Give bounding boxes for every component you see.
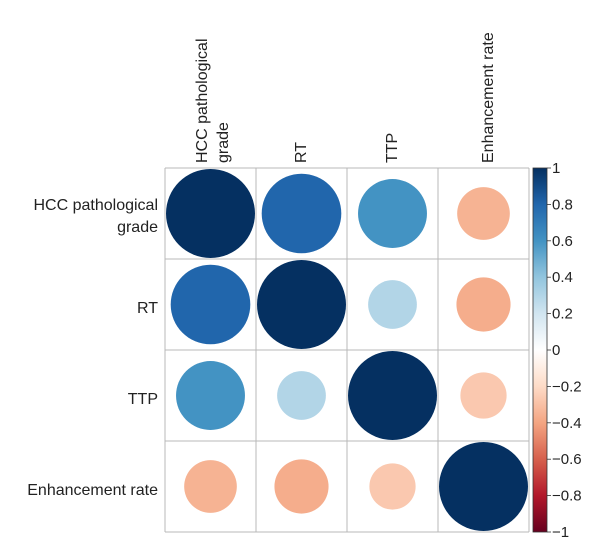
column-label-hcc-line2: grade bbox=[215, 122, 232, 163]
correlation-grid bbox=[164, 167, 530, 533]
colorbar-tick-label: 0.6 bbox=[552, 233, 573, 250]
row-label-enhancement-rate: Enhancement rate bbox=[27, 482, 158, 499]
colorbar-tick-label: −0.8 bbox=[552, 488, 582, 505]
colorbar-tick-label: 0.2 bbox=[552, 306, 573, 323]
correlation-circle-r2-c3 bbox=[460, 372, 507, 419]
row-label-hcc-line1: HCC pathological bbox=[33, 197, 158, 214]
correlation-circles bbox=[166, 169, 528, 531]
column-label-rt: RT bbox=[293, 142, 310, 163]
column-label-ttp: TTP bbox=[384, 133, 401, 163]
correlation-circle-r0-c0 bbox=[166, 169, 255, 258]
colorbar-tick-label: 1 bbox=[552, 160, 560, 177]
colorbar-tick-label: −0.2 bbox=[552, 378, 582, 395]
colorbar-tick-label: −1 bbox=[552, 524, 569, 541]
correlation-circle-r0-c3 bbox=[457, 187, 510, 240]
colorbar-tick-label: 0.4 bbox=[552, 269, 573, 286]
correlation-circle-r1-c3 bbox=[456, 277, 511, 332]
correlation-circle-r2-c2 bbox=[348, 351, 437, 440]
colorbar-tick-label: 0.8 bbox=[552, 196, 573, 213]
correlation-circle-r1-c0 bbox=[170, 264, 251, 345]
row-label-rt: RT bbox=[137, 300, 158, 317]
column-label-enhancement-rate: Enhancement rate bbox=[480, 32, 497, 163]
correlation-circle-r3-c1 bbox=[274, 459, 329, 514]
correlation-circle-r2-c0 bbox=[176, 361, 245, 430]
row-label-hcc-line2: grade bbox=[117, 219, 158, 236]
correlation-circle-r0-c1 bbox=[261, 173, 342, 254]
correlation-circle-r1-c1 bbox=[257, 260, 346, 349]
correlation-circle-r3-c2 bbox=[369, 463, 416, 510]
colorbar-tick-label: 0 bbox=[552, 342, 560, 359]
colorbar-tick-label: −0.6 bbox=[552, 451, 582, 468]
correlation-circle-r2-c1 bbox=[277, 371, 326, 420]
colorbar-ticks: 1 0.8 0.6 0.4 0.2 0 −0.2 −0.4 −0.6 −0.8 −1 bbox=[547, 160, 582, 541]
correlation-circle-r0-c2 bbox=[358, 179, 427, 248]
row-label-ttp: TTP bbox=[128, 391, 158, 408]
column-label-hcc-line1: HCC pathological bbox=[194, 38, 211, 163]
colorbar bbox=[532, 167, 548, 533]
correlation-circle-r3-c3 bbox=[439, 442, 528, 531]
correlation-circle-r3-c0 bbox=[184, 460, 237, 513]
correlation-circle-r1-c2 bbox=[368, 280, 417, 329]
colorbar-tick-label: −0.4 bbox=[552, 415, 582, 432]
